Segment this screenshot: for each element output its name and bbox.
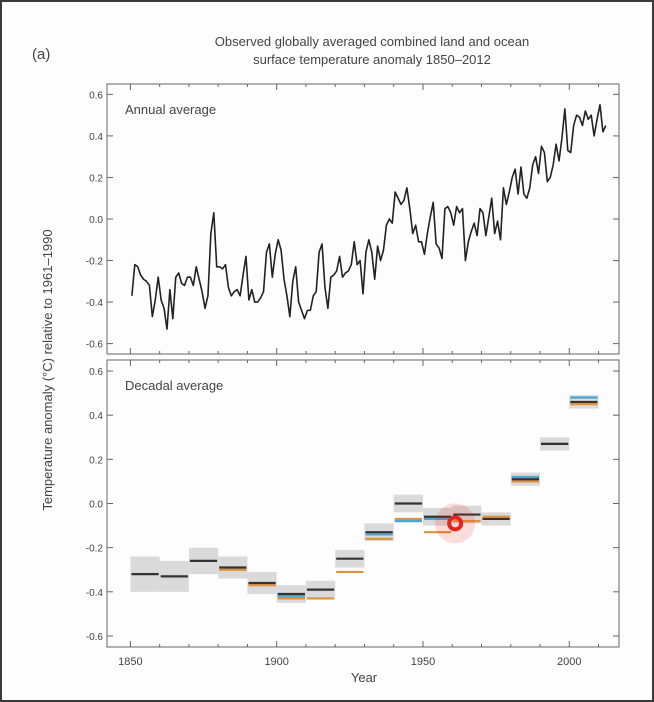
x-tick-label: 2000 bbox=[557, 656, 581, 668]
y-tick-label: 0.2 bbox=[89, 173, 103, 184]
decadal-panel-title: Decadal average bbox=[125, 378, 223, 393]
x-tick-label: 1850 bbox=[118, 656, 142, 668]
y-tick-label: 0.2 bbox=[89, 455, 103, 466]
chart-title: Observed globally averaged combined land… bbox=[215, 34, 529, 49]
x-tick-label: 1900 bbox=[264, 656, 288, 668]
y-tick-label: 0.0 bbox=[89, 215, 103, 226]
chart-subtitle: surface temperature anomaly 1850–2012 bbox=[253, 52, 491, 67]
y-tick-label: -0.6 bbox=[86, 340, 104, 351]
annual-series-line bbox=[131, 103, 607, 330]
y-tick-label: -0.4 bbox=[86, 298, 104, 309]
y-tick-label: 0.4 bbox=[89, 132, 103, 143]
y-tick-label: -0.4 bbox=[86, 588, 104, 599]
annual-panel-title: Annual average bbox=[125, 102, 216, 117]
highlight-glow bbox=[435, 503, 476, 544]
highlight-marker bbox=[447, 515, 464, 532]
y-tick-label: 0.6 bbox=[89, 367, 103, 378]
y-tick-label: 0.4 bbox=[89, 411, 103, 422]
panel-label: (a) bbox=[32, 46, 50, 63]
y-tick-label: -0.2 bbox=[86, 544, 104, 555]
plot-border bbox=[106, 83, 620, 355]
y-tick-label: 0.0 bbox=[89, 500, 103, 511]
y-tick-label: 0.6 bbox=[89, 90, 103, 101]
y-tick-label: -0.6 bbox=[86, 632, 104, 643]
y-axis-label: Temperature anomaly (°C) relative to 196… bbox=[40, 229, 55, 510]
y-tick-label: -0.2 bbox=[86, 257, 104, 268]
plot-border bbox=[106, 359, 620, 648]
x-tick-label: 1950 bbox=[411, 656, 435, 668]
x-axis-label: Year bbox=[351, 670, 378, 685]
